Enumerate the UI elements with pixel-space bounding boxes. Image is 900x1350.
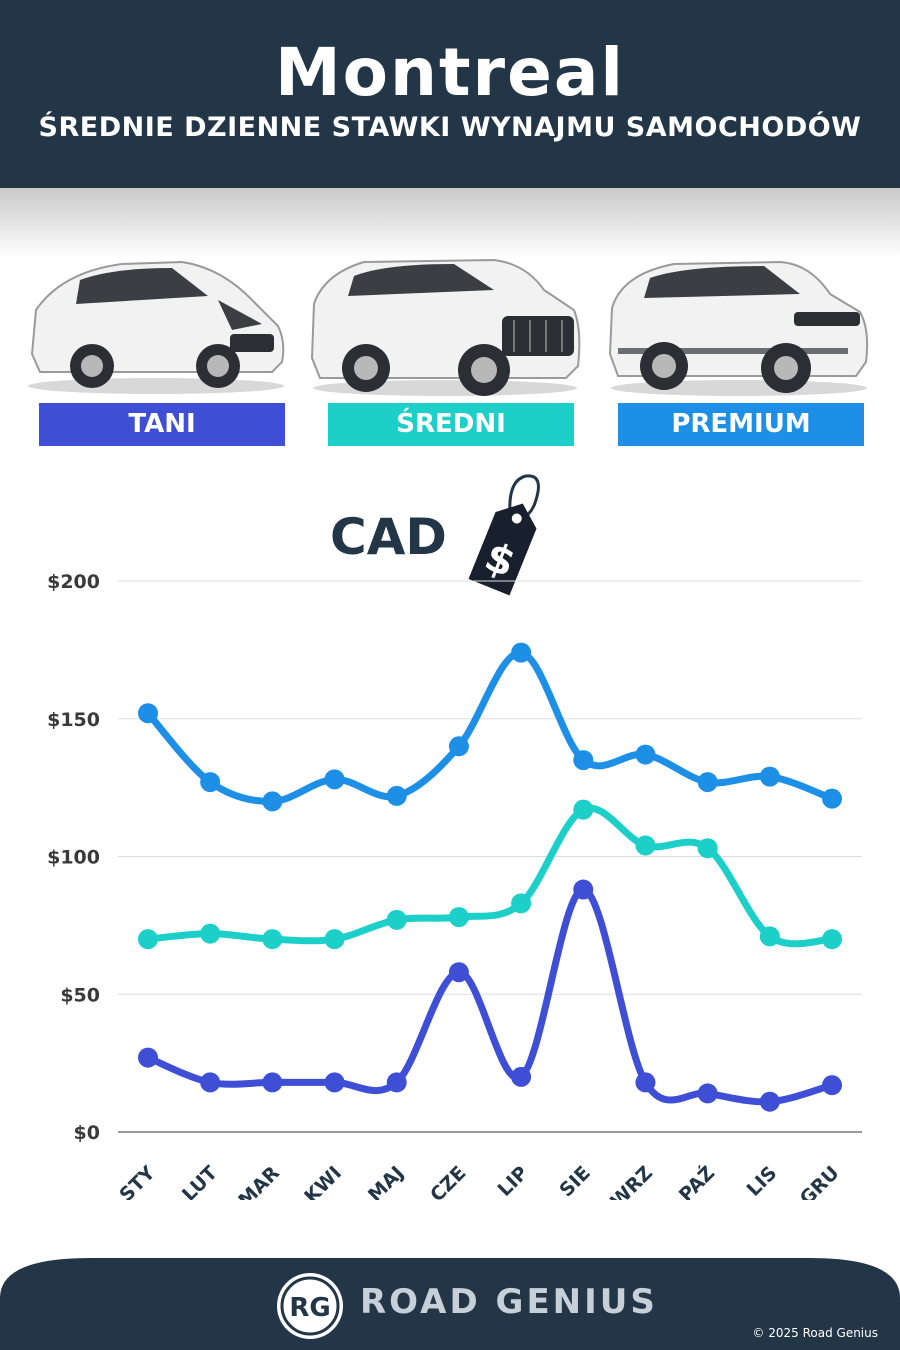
- x-tick-label: LUT: [178, 1162, 222, 1200]
- data-point: [635, 744, 656, 765]
- x-tick-label: MAR: [234, 1162, 284, 1200]
- data-point: [759, 926, 780, 947]
- data-point: [697, 772, 718, 793]
- logo-text: RG: [289, 1293, 330, 1323]
- x-tick-label: WRZ: [607, 1162, 657, 1200]
- category-label-midsize: ŚREDNI: [328, 403, 574, 446]
- y-tick-label: $100: [47, 847, 100, 869]
- footer-banner: [0, 1258, 900, 1350]
- header-banner: Montreal ŚREDNIE DZIENNE STAWKI WYNAJMU …: [0, 0, 900, 188]
- x-tick-label: CZE: [426, 1162, 470, 1200]
- data-point: [573, 799, 594, 820]
- x-tick-label: MAJ: [364, 1162, 408, 1200]
- data-point: [573, 879, 594, 900]
- brand-name: ROAD GENIUS: [360, 1282, 658, 1322]
- data-point: [324, 769, 345, 790]
- copyright-text: © 2025 Road Genius: [752, 1326, 878, 1340]
- data-point: [386, 1072, 407, 1093]
- category-label-premium: PREMIUM: [618, 403, 864, 446]
- data-point: [635, 835, 656, 856]
- x-tick-label: STY: [115, 1162, 159, 1200]
- data-point: [138, 703, 158, 724]
- header-shadow: [0, 188, 900, 258]
- data-point: [200, 1072, 221, 1093]
- x-tick-label: SIE: [555, 1162, 594, 1200]
- x-tick-label: GRU: [796, 1162, 844, 1200]
- y-tick-label: $200: [47, 571, 100, 593]
- data-point: [262, 1072, 283, 1093]
- data-point: [324, 929, 345, 950]
- data-point: [448, 907, 469, 928]
- y-tick-label: $150: [47, 709, 100, 731]
- data-point: [697, 838, 718, 859]
- y-tick-label: $50: [60, 984, 100, 1006]
- x-tick-label: PAŹ: [674, 1161, 719, 1200]
- page-subtitle: ŚREDNIE DZIENNE STAWKI WYNAJMU SAMOCHODÓ…: [38, 112, 862, 143]
- data-point: [262, 791, 283, 812]
- data-point: [386, 909, 407, 930]
- page-title: Montreal: [274, 34, 626, 111]
- data-point: [822, 1075, 842, 1096]
- midsize-suv-icon: [310, 258, 581, 396]
- data-point: [448, 962, 469, 983]
- category-label-economy: TANI: [39, 403, 285, 446]
- data-point: [511, 642, 532, 663]
- data-point: [448, 736, 469, 757]
- premium-suv-icon: [608, 260, 869, 396]
- line-chart: $0 $50 $100 $150 $200 STY LUT MAR KWI MAJ CZE LIP S…: [47, 571, 862, 1200]
- data-point: [324, 1072, 345, 1093]
- economy-car-icon: [28, 260, 285, 394]
- series-line: [144, 804, 836, 948]
- x-tick-label: LIP: [494, 1162, 533, 1200]
- data-point: [511, 893, 532, 914]
- data-point: [200, 923, 221, 944]
- data-point: [822, 788, 842, 809]
- data-point: [573, 750, 594, 771]
- currency-label: CAD: [330, 508, 447, 566]
- x-tick-label: KWI: [300, 1162, 346, 1200]
- data-point: [262, 929, 283, 950]
- data-point: [759, 1091, 780, 1112]
- series-line: [144, 886, 836, 1106]
- data-point: [759, 766, 780, 787]
- data-point: [697, 1083, 718, 1104]
- data-point: [386, 785, 407, 806]
- x-tick-label: LIS: [743, 1162, 782, 1200]
- data-point: [200, 772, 221, 793]
- data-point: [822, 929, 842, 950]
- data-point: [138, 1047, 158, 1068]
- y-tick-label: $0: [74, 1122, 100, 1144]
- price-tag-icon: $: [468, 474, 540, 596]
- data-point: [511, 1066, 532, 1087]
- series-line: [144, 649, 836, 805]
- road-genius-logo: RG: [277, 1273, 343, 1339]
- data-point: [635, 1072, 656, 1093]
- data-point: [138, 929, 158, 950]
